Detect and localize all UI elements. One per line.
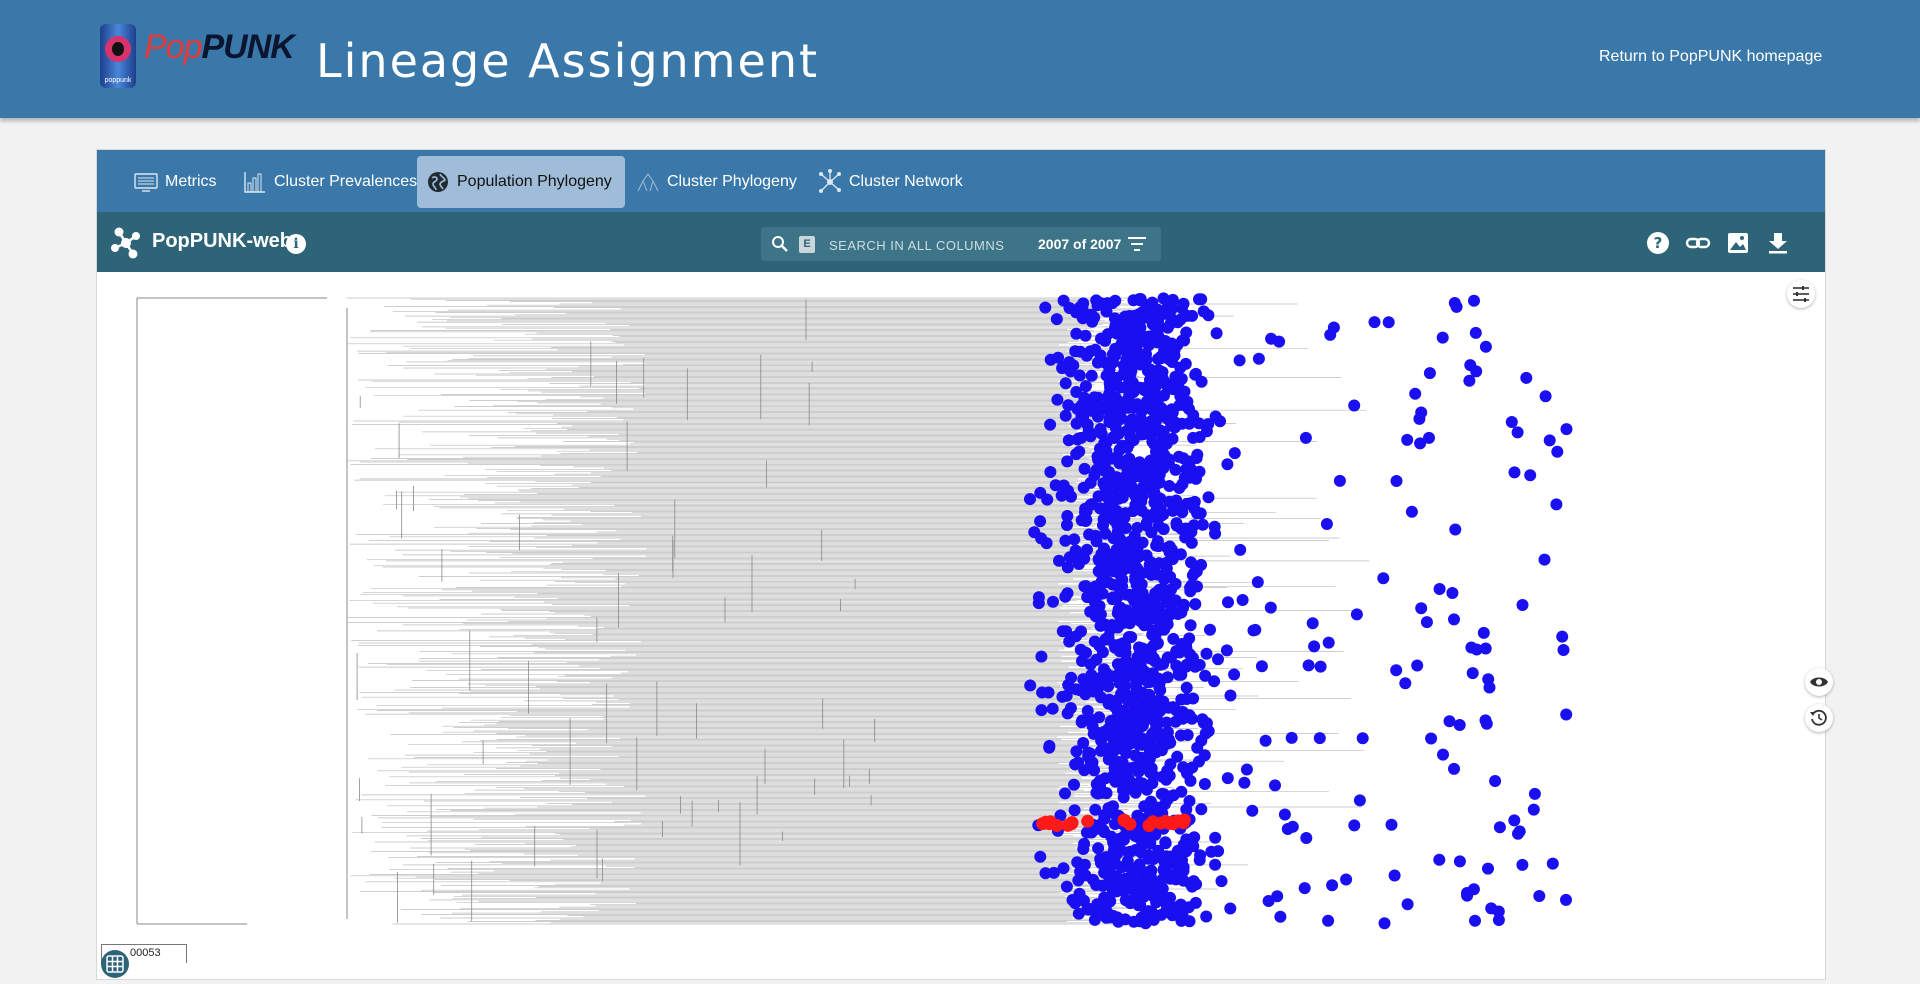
search-icon	[771, 235, 789, 253]
tree-controls-button[interactable]	[1787, 280, 1815, 308]
history-icon	[1808, 707, 1830, 729]
tab-label: Cluster Network	[849, 173, 963, 191]
tab-population-phylogeny[interactable]: Population Phylogeny	[417, 156, 625, 208]
return-home-link[interactable]: Return to PopPUNK homepage	[1599, 48, 1822, 66]
globe-icon	[425, 169, 451, 195]
scale-label: 00053	[130, 947, 161, 959]
views-button[interactable]	[1805, 668, 1833, 696]
tab-cluster-phylogeny[interactable]: Cluster Phylogeny	[627, 156, 807, 208]
search-shortcut-badge: E	[799, 236, 815, 253]
search-box: E 2007 of 2007	[761, 227, 1161, 261]
link-icon[interactable]	[1685, 230, 1711, 256]
help-icon[interactable]: ?	[1645, 230, 1671, 256]
eye-icon	[1808, 671, 1830, 693]
tune-icon	[1790, 283, 1812, 305]
microreact-toolbar: PopPUNK-web i E 2007 of 2007 ?	[97, 212, 1825, 272]
page-title: Lineage Assignment	[316, 34, 819, 88]
download-icon[interactable]	[1765, 230, 1791, 256]
filter-icon[interactable]	[1127, 235, 1147, 253]
search-input[interactable]	[827, 232, 1011, 258]
top-header: poppunk PopPUNK Lineage Assignment Retur…	[0, 0, 1920, 118]
poppunk-logo-text: PopPUNK	[144, 28, 294, 67]
tree-icon	[635, 169, 661, 195]
tab-bar: Metrics Cluster Prevalences Population P…	[97, 150, 1825, 212]
network-icon	[817, 169, 843, 195]
tree-branches	[347, 298, 1369, 924]
can-label: poppunk	[100, 77, 136, 84]
tree-tip-markers[interactable]	[1024, 292, 1573, 929]
image-icon[interactable]	[1725, 230, 1751, 256]
grid-icon	[106, 955, 124, 973]
tab-label: Metrics	[165, 173, 217, 191]
phylogenetic-tree[interactable]	[97, 272, 1825, 979]
table-toggle-button[interactable]	[101, 950, 129, 978]
tab-label: Population Phylogeny	[457, 173, 612, 191]
tab-label: Cluster Phylogeny	[667, 173, 797, 191]
monitor-icon	[133, 169, 159, 195]
tab-cluster-network[interactable]: Cluster Network	[809, 156, 975, 208]
microreact-logo-icon	[109, 226, 143, 260]
main-panel: Metrics Cluster Prevalences Population P…	[96, 149, 1826, 980]
tab-metrics[interactable]: Metrics	[125, 156, 249, 208]
phylogeny-canvas[interactable]	[97, 272, 1825, 979]
info-icon[interactable]: i	[286, 234, 306, 254]
bar-chart-icon	[242, 169, 268, 195]
svg-text:?: ?	[1654, 234, 1663, 252]
tab-label: Cluster Prevalences	[274, 173, 417, 191]
project-title: PopPUNK-web	[152, 230, 292, 253]
poppunk-can-logo: poppunk	[100, 24, 136, 88]
row-count: 2007 of 2007	[1038, 236, 1121, 252]
history-button[interactable]	[1805, 704, 1833, 732]
